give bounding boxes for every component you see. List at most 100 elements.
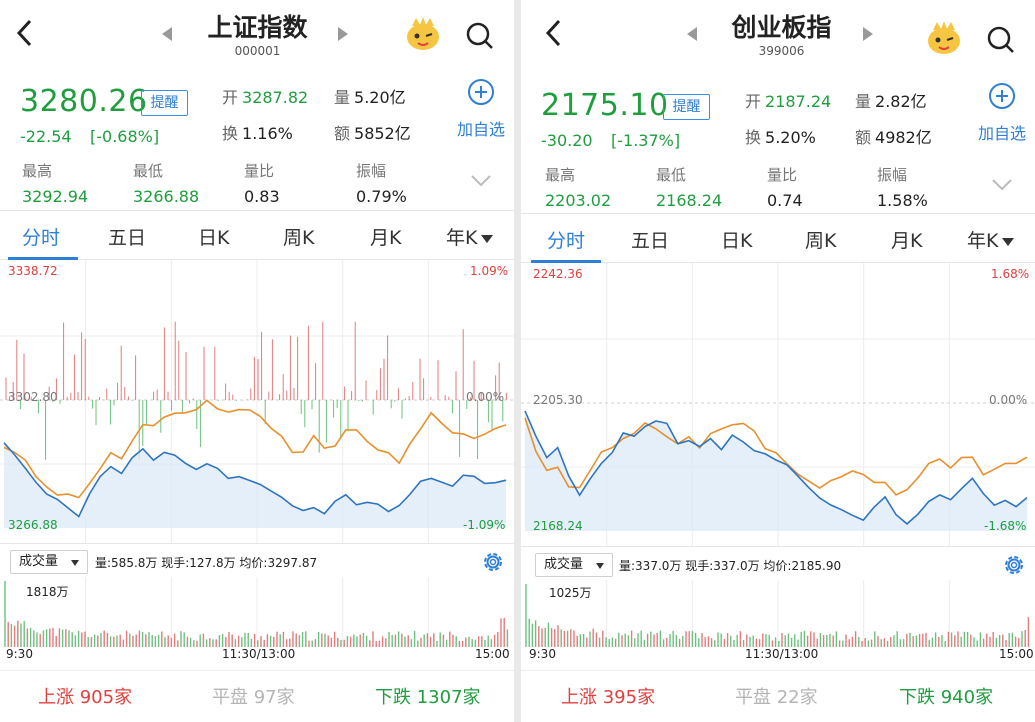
volume-toolbar: 成交量 量:337.0万 现手:337.0万 均价:2185.90 — [521, 546, 1035, 580]
index-title: 创业板指 — [731, 13, 832, 42]
market-breadth: 上涨 905家 平盘 97家 下跌 1307家 — [0, 670, 514, 720]
pct-top-label: 1.68% — [991, 267, 1030, 281]
stat-low: 最低 3266.88 — [133, 160, 199, 206]
gear-icon[interactable] — [481, 550, 505, 574]
stat-label: 最低 — [656, 166, 687, 184]
volume-value: 5.20亿 — [354, 88, 406, 107]
advancers: 上涨 905家 — [38, 683, 132, 709]
stat-volume-ratio: 量比 0.83 — [244, 160, 280, 206]
advancers: 上涨 395家 — [561, 683, 655, 709]
stat-label: 最低 — [133, 162, 164, 180]
indicator-select[interactable]: 成交量 — [535, 553, 613, 577]
intraday-chart[interactable]: 3338.72 1.09% 3302.80 0.00% 3266.88 -1.0… — [0, 260, 514, 543]
tab-monthly-k[interactable]: 月K — [370, 227, 402, 249]
unchanged: 平盘 97家 — [212, 683, 295, 709]
index-panel-shanghai: 上证指数 000001 3280.26 提醒 -22.54 [-0.68%] 开… — [0, 0, 514, 722]
volume-chart[interactable]: 1818万 — [0, 577, 514, 647]
prev-index-icon[interactable] — [160, 26, 174, 42]
tab-yearly-k[interactable]: 年K — [446, 223, 494, 250]
advancers-count: 395家 — [602, 687, 656, 708]
stat-value: 2203.02 — [545, 191, 612, 210]
search-icon[interactable] — [464, 20, 496, 52]
volume-label: 量 — [855, 92, 872, 111]
decliners-count: 940家 — [940, 687, 994, 708]
intraday-chart[interactable]: 2242.36 1.68% 2205.30 0.00% 2168.24 -1.6… — [521, 263, 1035, 546]
volume-chart[interactable]: 1025万 — [521, 580, 1035, 650]
period-tabs: 分时 五日 日K 周K 月K 年K — [0, 210, 514, 260]
decliners-label: 下跌 — [899, 687, 935, 708]
price-change: -30.20 — [541, 131, 593, 150]
y-mid-label: 3302.80 — [8, 390, 58, 404]
volume-info: 量:337.0万 现手:337.0万 均价:2185.90 — [619, 559, 842, 573]
tab-intraday[interactable]: 分时 — [22, 227, 61, 249]
chevron-down-icon — [596, 563, 604, 569]
price-line — [524, 410, 1028, 525]
active-tab-indicator — [531, 260, 601, 263]
dropdown-triangle-icon — [1002, 237, 1015, 246]
tab-yearly-k[interactable]: 年K — [967, 226, 1015, 253]
tab-yearly-k-label: 年K — [446, 227, 478, 249]
tab-weekly-k[interactable]: 周K — [805, 230, 837, 252]
index-code: 000001 — [234, 44, 281, 58]
pct-bottom-label: -1.09% — [463, 518, 506, 532]
search-icon[interactable] — [985, 24, 1017, 56]
chevron-down-icon[interactable] — [470, 174, 492, 188]
alert-button[interactable]: 提醒 — [663, 94, 710, 120]
chevron-down-icon — [71, 560, 79, 566]
tab-intraday[interactable]: 分时 — [547, 230, 586, 252]
turnover-value: 5.20% — [765, 128, 816, 147]
next-index-icon[interactable] — [336, 26, 350, 42]
tab-monthly-k[interactable]: 月K — [891, 230, 923, 252]
back-icon[interactable] — [14, 18, 40, 52]
gear-icon[interactable] — [1002, 553, 1026, 577]
plus-circle-icon — [468, 79, 494, 105]
amount-label: 额 — [334, 124, 351, 143]
y-bottom-label: 2168.24 — [533, 519, 583, 533]
unchanged-label: 平盘 — [735, 687, 771, 708]
chevron-down-icon[interactable] — [991, 178, 1013, 192]
amount-field: 额 5852亿 — [334, 120, 411, 144]
volume-max-label: 1818万 — [26, 585, 69, 599]
last-price: 3280.26 — [20, 84, 148, 119]
tab-five-day[interactable]: 五日 — [108, 227, 147, 249]
pct-mid-label: 0.00% — [989, 393, 1028, 407]
volume-field: 量 5.20亿 — [334, 84, 406, 108]
indicator-select[interactable]: 成交量 — [10, 550, 88, 574]
prev-index-icon[interactable] — [685, 26, 699, 42]
top-nav: 创业板指 399006 — [521, 0, 1035, 72]
unchanged-count: 97家 — [253, 687, 295, 708]
open-field: 开 2187.24 — [745, 88, 831, 112]
tab-five-day[interactable]: 五日 — [631, 230, 670, 252]
back-icon[interactable] — [543, 18, 569, 52]
tab-daily-k[interactable]: 日K — [198, 227, 230, 249]
alert-button[interactable]: 提醒 — [141, 90, 188, 116]
advancers-count: 905家 — [79, 687, 133, 708]
turnover-field: 换 5.20% — [745, 124, 816, 148]
next-index-icon[interactable] — [861, 26, 875, 42]
stat-label: 最高 — [545, 166, 576, 184]
mascot-icon[interactable] — [404, 16, 442, 52]
tab-weekly-k[interactable]: 周K — [283, 227, 315, 249]
mascot-icon[interactable] — [925, 20, 963, 56]
stat-value: 0.79% — [356, 187, 407, 206]
stat-high: 最高 3292.94 — [22, 160, 88, 206]
price-change-pct: [-1.37%] — [611, 131, 681, 150]
top-nav: 上证指数 000001 — [0, 0, 514, 72]
volume-label: 量 — [334, 88, 351, 107]
tab-daily-k[interactable]: 日K — [721, 230, 753, 252]
add-watchlist-button[interactable]: 加自选 — [456, 78, 506, 140]
time-label-open: 9:30 — [6, 647, 33, 661]
unchanged-label: 平盘 — [212, 687, 248, 708]
decliners-label: 下跌 — [375, 687, 411, 708]
time-label-open: 9:30 — [529, 647, 556, 661]
pct-bottom-label: -1.68% — [984, 519, 1027, 533]
pct-top-label: 1.09% — [470, 264, 509, 278]
dropdown-triangle-icon — [481, 234, 494, 243]
price-change: -22.54 — [20, 127, 72, 146]
time-axis: 9:30 11:30/13:00 15:00 — [0, 647, 514, 665]
add-watchlist-button[interactable]: 加自选 — [977, 82, 1027, 144]
y-bottom-label: 3266.88 — [8, 518, 58, 532]
stat-high: 最高 2203.02 — [545, 164, 611, 210]
open-value: 2187.24 — [765, 92, 832, 111]
turnover-label: 换 — [745, 128, 762, 147]
